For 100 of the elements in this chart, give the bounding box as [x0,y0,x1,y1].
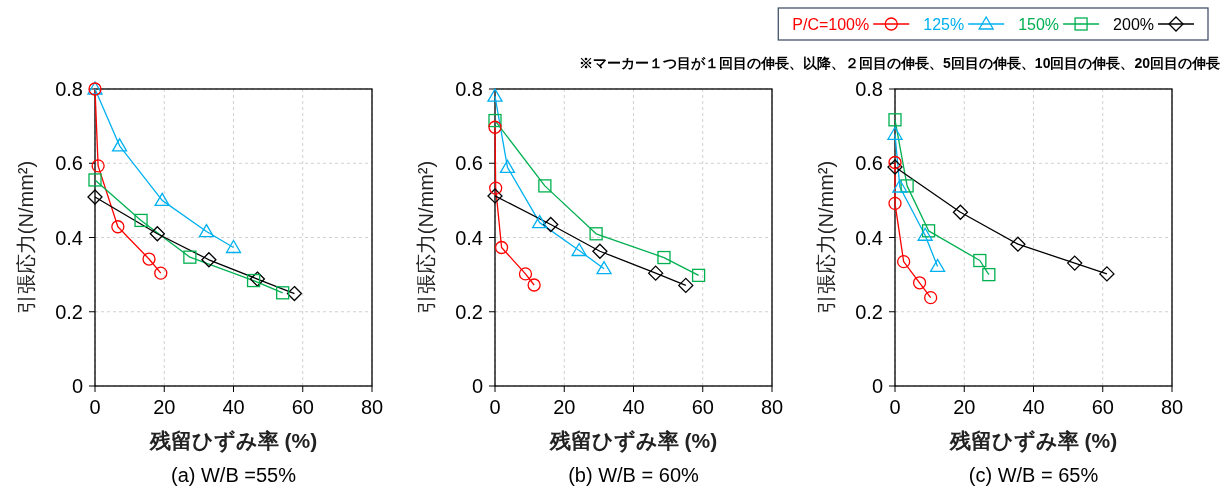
point [929,258,946,273]
point [532,215,548,229]
point [249,271,266,287]
point [91,159,105,173]
y-tick-label: 0.4 [855,226,883,249]
point [917,227,933,241]
point [225,239,242,254]
x-tick-label: 40 [1022,396,1045,418]
x-tick-label: 20 [153,396,176,418]
point [111,138,128,152]
y-tick-label: 0 [71,375,83,397]
point [982,267,996,282]
point [499,159,516,173]
point [888,113,902,127]
point [488,120,502,134]
y-tick-label: 0.6 [455,152,483,175]
x-tick-label: 0 [89,396,101,418]
y-tick-label: 0 [871,375,883,397]
x-tick-label: 80 [760,396,784,418]
point [487,188,503,204]
point [198,223,215,238]
x-tick-label: 20 [553,396,576,418]
x-tick-label: 40 [222,396,245,418]
x-tick-label: 60 [691,396,714,418]
point [494,240,509,255]
point [111,220,125,234]
point [487,88,503,102]
y-tick-label: 0.4 [55,226,83,249]
y-tick-label: 0.8 [855,78,883,100]
point [527,278,541,292]
legend-label: 150% [1018,16,1060,33]
y-axis-title: 引張応力(N/mm²) [415,160,437,315]
point [887,159,903,175]
y-axis-title: 引張応力(N/mm²) [15,160,37,315]
point [952,204,969,220]
y-tick-label: 0.2 [455,300,483,323]
point [921,224,936,238]
legend-label: P/C=100% [792,16,870,33]
point [518,267,533,281]
point [897,254,911,269]
point [1099,266,1115,282]
y-tick-label: 0.2 [855,300,883,323]
legend-label: 125% [923,16,965,33]
point [888,155,902,170]
point [88,173,102,187]
point [489,181,503,195]
point [276,286,290,300]
y-tick-label: 0 [471,375,483,397]
point [149,226,165,242]
y-tick-label: 0.2 [55,300,83,323]
point [571,242,587,257]
y-tick-label: 0.8 [55,78,83,100]
y-axis-title: 引張応力(N/mm²) [815,160,837,315]
x-tick-label: 60 [1091,396,1114,418]
x-tick-label: 0 [889,396,901,418]
x-tick-label: 20 [953,396,976,418]
point [1067,255,1083,271]
point [543,216,559,233]
x-tick-label: 40 [622,396,645,418]
legend-label: 200% [1113,16,1154,33]
point [973,253,987,268]
point [87,189,103,205]
y-tick-label: 0.6 [55,152,83,175]
point [538,179,552,193]
y-tick-label: 0.8 [455,78,483,100]
point [912,276,927,290]
x-tick-label: 60 [291,396,314,418]
point [592,243,608,259]
point [691,268,706,283]
x-axis-title: 残留ひずみ率 (%) [548,429,718,453]
point [134,213,148,228]
point [887,126,903,140]
point [900,179,914,193]
point [154,192,170,207]
point [892,179,908,193]
point [596,261,612,275]
x-axis-title: 残留ひずみ率 (%) [148,429,318,453]
x-tick-label: 80 [1160,396,1184,418]
point [589,227,603,241]
x-tick-label: 80 [360,396,384,418]
point [678,277,694,294]
point [201,252,217,268]
point [142,252,156,266]
point [1010,236,1026,252]
point [924,290,938,305]
y-tick-label: 0.6 [855,152,883,175]
text: ※マーカー１つ目が１回目の伸長、以降、２回目の伸長、5回目の伸長、10回目の伸長、20回目の伸長 [579,55,1220,71]
point [183,250,197,264]
point [154,266,168,280]
x-tick-label: 0 [489,396,501,418]
point [246,273,261,288]
y-tick-label: 0.4 [455,226,483,249]
point [488,113,502,128]
point [888,196,902,210]
text: (a) W/B =55% [170,464,297,486]
point [286,285,303,302]
point [648,265,664,281]
text: (b) W/B = 60% [568,464,700,486]
x-axis-title: 残留ひずみ率 (%) [948,429,1118,453]
point [657,250,671,265]
